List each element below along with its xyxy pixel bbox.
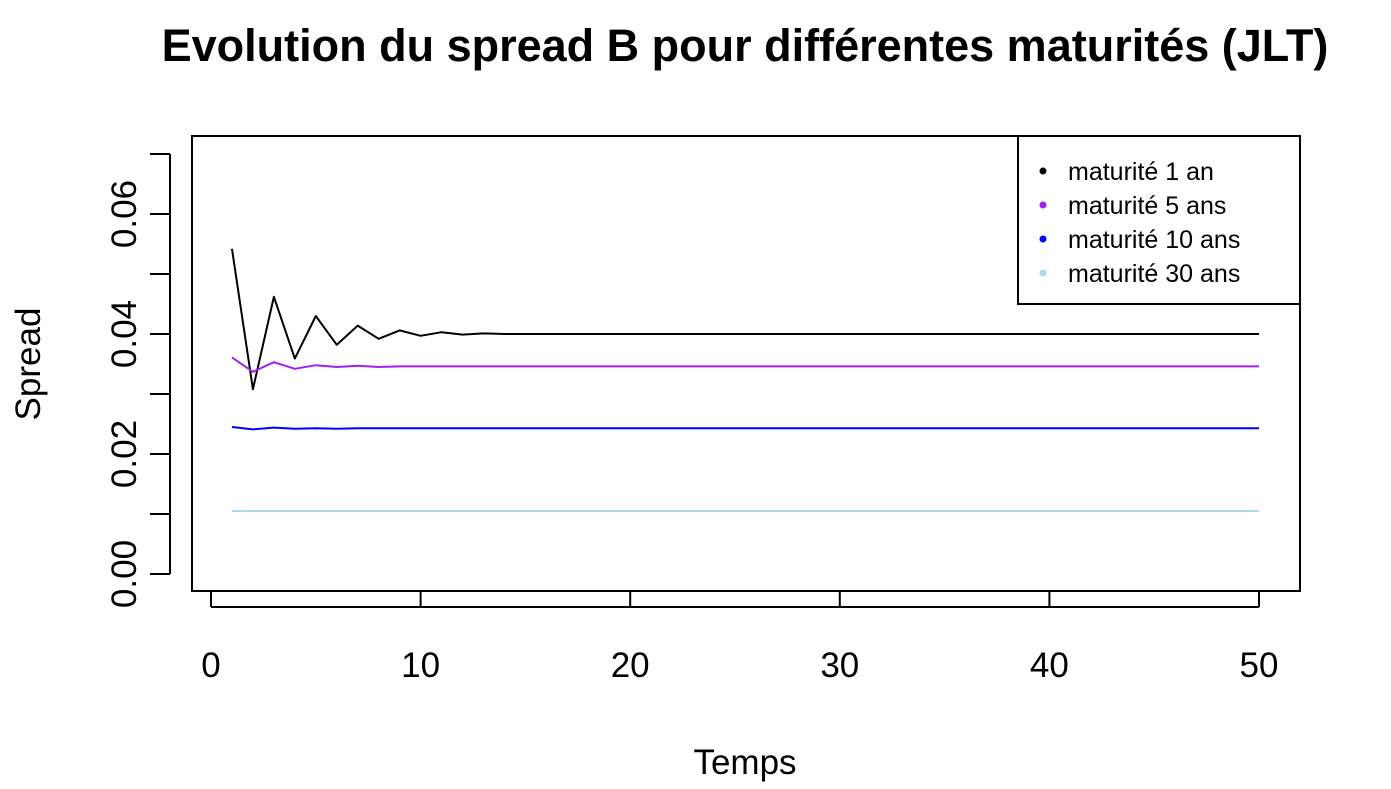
y-tick-label: 0.00 xyxy=(105,540,144,608)
x-axis: 0 10 20 30 40 50 xyxy=(201,591,1278,685)
y-tick-label: 0.02 xyxy=(105,420,144,488)
legend-label: maturité 1 an xyxy=(1068,158,1214,186)
x-tick-label: 10 xyxy=(401,646,440,685)
legend-marker xyxy=(1039,235,1047,243)
legend-marker xyxy=(1039,201,1047,209)
series-line-1 xyxy=(230,248,1259,391)
x-tick-label: 40 xyxy=(1030,646,1069,685)
legend: maturité 1 an maturité 5 ans maturité 10 a… xyxy=(1017,135,1301,305)
legend-label: maturité 5 ans xyxy=(1068,192,1226,220)
y-axis: 0.00 0.02 0.04 0.06 xyxy=(105,153,171,608)
plot-frame xyxy=(191,135,1301,592)
x-tick-label: 30 xyxy=(820,646,859,685)
x-tick-label: 0 xyxy=(201,646,220,685)
legend-label: maturité 10 ans xyxy=(1068,226,1240,254)
chart-title: Evolution du spread B pour différentes m… xyxy=(162,20,1329,71)
x-axis-label: Temps xyxy=(693,743,796,782)
series-line-3 xyxy=(231,426,1259,431)
legend-box xyxy=(1017,135,1301,305)
x-tick-label: 50 xyxy=(1240,646,1279,685)
y-tick-label: 0.06 xyxy=(105,180,144,248)
series-line-2 xyxy=(231,356,1259,373)
y-axis-label: Spread xyxy=(9,308,48,421)
x-tick-label: 20 xyxy=(611,646,650,685)
legend-marker xyxy=(1039,167,1047,175)
series-layer xyxy=(230,248,1259,512)
legend-label: maturité 30 ans xyxy=(1068,260,1240,288)
y-tick-label: 0.04 xyxy=(105,300,144,368)
legend-marker xyxy=(1039,269,1047,277)
